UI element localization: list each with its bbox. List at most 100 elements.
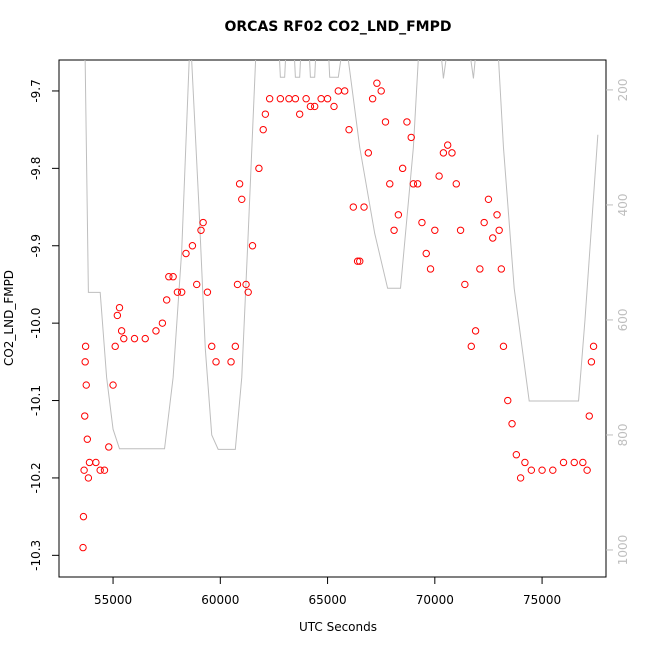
data-point xyxy=(448,149,456,157)
data-point xyxy=(120,334,128,343)
data-point xyxy=(538,466,546,474)
data-point xyxy=(364,149,373,157)
data-point xyxy=(302,94,310,103)
x-tick-label: 65000 xyxy=(308,593,346,607)
data-point xyxy=(295,110,304,118)
data-point xyxy=(85,458,94,467)
data-point xyxy=(512,451,521,459)
y-tick-label: -10.2 xyxy=(29,462,43,493)
data-point xyxy=(235,180,244,188)
data-point xyxy=(259,125,267,134)
data-point xyxy=(115,303,124,312)
data-point xyxy=(480,218,488,227)
data-point xyxy=(493,211,501,219)
data-point xyxy=(117,327,126,335)
data-point xyxy=(579,458,587,467)
y-tick-label: -9.8 xyxy=(29,157,43,180)
chart-title: ORCAS RF02 CO2_LND_FMPD xyxy=(224,19,451,35)
data-point xyxy=(197,226,205,234)
data-point xyxy=(79,543,87,552)
y2-tick-label: 600 xyxy=(616,308,630,331)
data-point xyxy=(81,412,89,420)
data-point xyxy=(435,172,443,180)
x-tick-label: 75000 xyxy=(523,593,561,607)
data-point xyxy=(589,342,598,351)
data-point xyxy=(81,342,90,351)
data-point xyxy=(471,327,480,335)
data-point xyxy=(169,273,177,281)
x-axis-label: UTC Seconds xyxy=(299,620,377,634)
x-tick-label: 55000 xyxy=(94,593,132,607)
y-tick-label: -10.0 xyxy=(29,308,43,339)
data-point xyxy=(377,87,385,95)
data-point xyxy=(373,79,381,87)
data-point xyxy=(409,180,418,188)
data-point xyxy=(291,94,300,103)
data-point xyxy=(306,102,315,111)
data-point xyxy=(231,342,240,351)
data-point xyxy=(418,218,426,227)
data-point xyxy=(79,512,88,521)
data-point xyxy=(285,94,293,103)
data-point xyxy=(489,234,497,242)
y-axis-label: CO2_LND_FMPD xyxy=(2,270,16,366)
data-point xyxy=(177,288,186,296)
data-point xyxy=(356,257,364,265)
data-point xyxy=(403,118,411,126)
data-point xyxy=(323,94,332,103)
data-point xyxy=(516,474,525,482)
plot-area xyxy=(79,60,599,552)
data-point xyxy=(422,249,430,258)
data-point xyxy=(199,218,207,227)
data-point xyxy=(504,396,512,405)
y2-tick-label: 1000 xyxy=(616,535,630,566)
data-point xyxy=(398,164,407,173)
data-point xyxy=(165,273,173,281)
data-point xyxy=(521,458,529,467)
data-point xyxy=(386,180,394,188)
data-point xyxy=(242,280,250,289)
data-point xyxy=(203,288,212,296)
data-point xyxy=(461,280,469,289)
data-point xyxy=(439,149,448,157)
data-point xyxy=(495,226,503,234)
data-point xyxy=(407,133,415,142)
data-point xyxy=(248,242,257,250)
data-point xyxy=(141,334,149,343)
data-point xyxy=(158,319,167,327)
data-point xyxy=(244,288,252,296)
data-point xyxy=(276,94,285,103)
data-point xyxy=(265,94,274,103)
y2-tick-label: 200 xyxy=(616,78,630,101)
data-point xyxy=(152,327,160,335)
y2-tick-label: 400 xyxy=(616,193,630,216)
data-point xyxy=(527,466,536,474)
data-point xyxy=(452,180,460,188)
data-point xyxy=(130,334,139,343)
data-point xyxy=(193,280,201,289)
data-point xyxy=(212,358,220,366)
data-point xyxy=(456,226,465,234)
data-point xyxy=(261,110,270,118)
data-point xyxy=(587,358,596,366)
data-point xyxy=(341,87,349,95)
data-point xyxy=(360,203,368,211)
data-point xyxy=(100,466,109,474)
data-point xyxy=(353,257,362,265)
data-point xyxy=(413,180,422,188)
data-point xyxy=(484,195,493,204)
data-point xyxy=(467,342,475,351)
data-point xyxy=(394,211,403,219)
x-tick-label: 70000 xyxy=(416,593,454,607)
x-tick-label: 60000 xyxy=(201,593,239,607)
data-point xyxy=(238,195,246,204)
data-point xyxy=(111,342,119,351)
data-point xyxy=(368,94,377,103)
y-tick-label: -10.1 xyxy=(29,385,43,416)
data-point xyxy=(81,358,89,366)
data-point xyxy=(549,466,557,474)
data-point xyxy=(583,466,591,474)
data-point xyxy=(233,280,242,289)
data-point xyxy=(109,381,117,389)
